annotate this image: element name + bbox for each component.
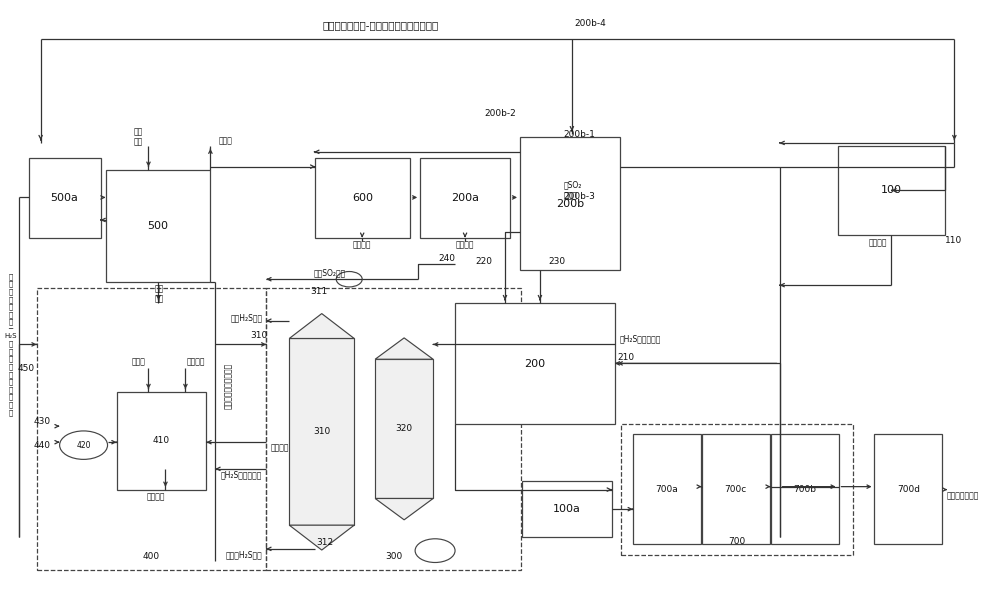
Text: 循环克劳斯尾气-焦炉烟气电迁移脱硫载气: 循环克劳斯尾气-焦炉烟气电迁移脱硫载气 xyxy=(322,21,438,30)
Bar xyxy=(771,434,839,544)
Bar xyxy=(520,137,620,270)
Text: 700d: 700d xyxy=(897,485,920,494)
Text: 400: 400 xyxy=(143,552,160,561)
Bar xyxy=(838,146,945,235)
Text: 净化后焦炉烟气: 净化后焦炉烟气 xyxy=(946,491,979,500)
Polygon shape xyxy=(375,498,433,520)
Text: 富含H₂S气体: 富含H₂S气体 xyxy=(230,313,262,322)
Bar xyxy=(106,170,210,282)
Text: 420: 420 xyxy=(76,441,91,450)
Text: 200b-3: 200b-3 xyxy=(563,192,595,201)
Text: 循
环
克
劳
斯
尾
气
─
H₂S
解
析
塔
气
提
气
源
和
热
源: 循 环 克 劳 斯 尾 气 ─ H₂S 解 析 塔 气 提 气 源 和 热 源 xyxy=(4,273,17,416)
Text: 230: 230 xyxy=(548,257,565,266)
Text: 200: 200 xyxy=(524,359,546,369)
Text: 110: 110 xyxy=(945,236,963,245)
Text: 100: 100 xyxy=(881,185,902,195)
Bar xyxy=(37,288,266,570)
Text: 410: 410 xyxy=(153,436,170,446)
Text: 700a: 700a xyxy=(655,485,678,494)
Text: 200a: 200a xyxy=(451,192,479,203)
Text: 700: 700 xyxy=(728,538,745,546)
Text: 含硫蒸汽的克劳斯尾气: 含硫蒸汽的克劳斯尾气 xyxy=(224,363,233,409)
Bar xyxy=(420,158,510,238)
Text: 补充空气: 补充空气 xyxy=(456,241,474,249)
Text: 脱H₂S前焦炉煤气: 脱H₂S前焦炉煤气 xyxy=(221,470,262,479)
Text: 200b-1: 200b-1 xyxy=(563,129,595,138)
Text: 焦炉烟气: 焦炉烟气 xyxy=(868,238,887,247)
Text: 冷却
软水: 冷却 软水 xyxy=(134,127,143,147)
Polygon shape xyxy=(375,338,433,359)
Bar xyxy=(455,303,615,424)
Text: 430: 430 xyxy=(34,417,51,426)
Text: 440: 440 xyxy=(34,441,51,450)
Text: 补充燃气: 补充燃气 xyxy=(186,358,205,366)
Text: 500: 500 xyxy=(147,221,168,231)
Polygon shape xyxy=(289,525,354,550)
Text: 450: 450 xyxy=(18,364,35,372)
Bar xyxy=(375,359,433,498)
Text: 200b: 200b xyxy=(556,198,584,208)
Text: 310: 310 xyxy=(313,427,330,437)
Text: 700c: 700c xyxy=(725,485,747,494)
Text: 200b-2: 200b-2 xyxy=(484,109,516,118)
Bar xyxy=(702,434,770,544)
Text: 311: 311 xyxy=(310,286,328,296)
Text: 水蒸汽: 水蒸汽 xyxy=(132,358,145,366)
Text: 320: 320 xyxy=(396,424,413,434)
Text: 补充空气: 补充空气 xyxy=(270,443,289,452)
Bar xyxy=(289,339,354,525)
Text: 外排脱H₂S废液: 外排脱H₂S废液 xyxy=(226,550,262,560)
Text: 水蒸汽: 水蒸汽 xyxy=(218,137,232,146)
Text: 冷却软水: 冷却软水 xyxy=(146,493,165,502)
Text: 100a: 100a xyxy=(553,504,581,514)
Text: 富含SO₂气体: 富含SO₂气体 xyxy=(314,269,346,278)
Circle shape xyxy=(336,271,362,287)
Text: 500a: 500a xyxy=(51,192,79,203)
Text: 700b: 700b xyxy=(793,485,816,494)
Text: 脱SO₂
后烟气: 脱SO₂ 后烟气 xyxy=(564,181,582,200)
Text: 240: 240 xyxy=(438,254,455,263)
Text: 220: 220 xyxy=(475,257,492,266)
Circle shape xyxy=(415,539,455,563)
Text: 补充氮气: 补充氮气 xyxy=(353,241,371,249)
Polygon shape xyxy=(289,314,354,339)
Text: 210: 210 xyxy=(618,353,635,362)
Bar xyxy=(874,434,942,544)
Bar xyxy=(117,392,206,489)
Bar xyxy=(315,158,410,238)
Bar xyxy=(266,288,521,570)
Text: 312: 312 xyxy=(317,538,334,548)
Text: 液态
硫磺: 液态 硫磺 xyxy=(154,285,163,304)
Circle shape xyxy=(60,431,108,459)
Text: 600: 600 xyxy=(352,192,373,203)
Bar xyxy=(621,424,853,555)
Text: 200b-4: 200b-4 xyxy=(574,19,606,28)
Bar xyxy=(522,481,612,537)
Bar xyxy=(633,434,701,544)
Text: 310: 310 xyxy=(250,331,267,340)
Text: 300: 300 xyxy=(385,552,402,561)
Text: 脱H₂S后焦炉煤气: 脱H₂S后焦炉煤气 xyxy=(620,334,661,343)
Bar xyxy=(29,158,101,238)
